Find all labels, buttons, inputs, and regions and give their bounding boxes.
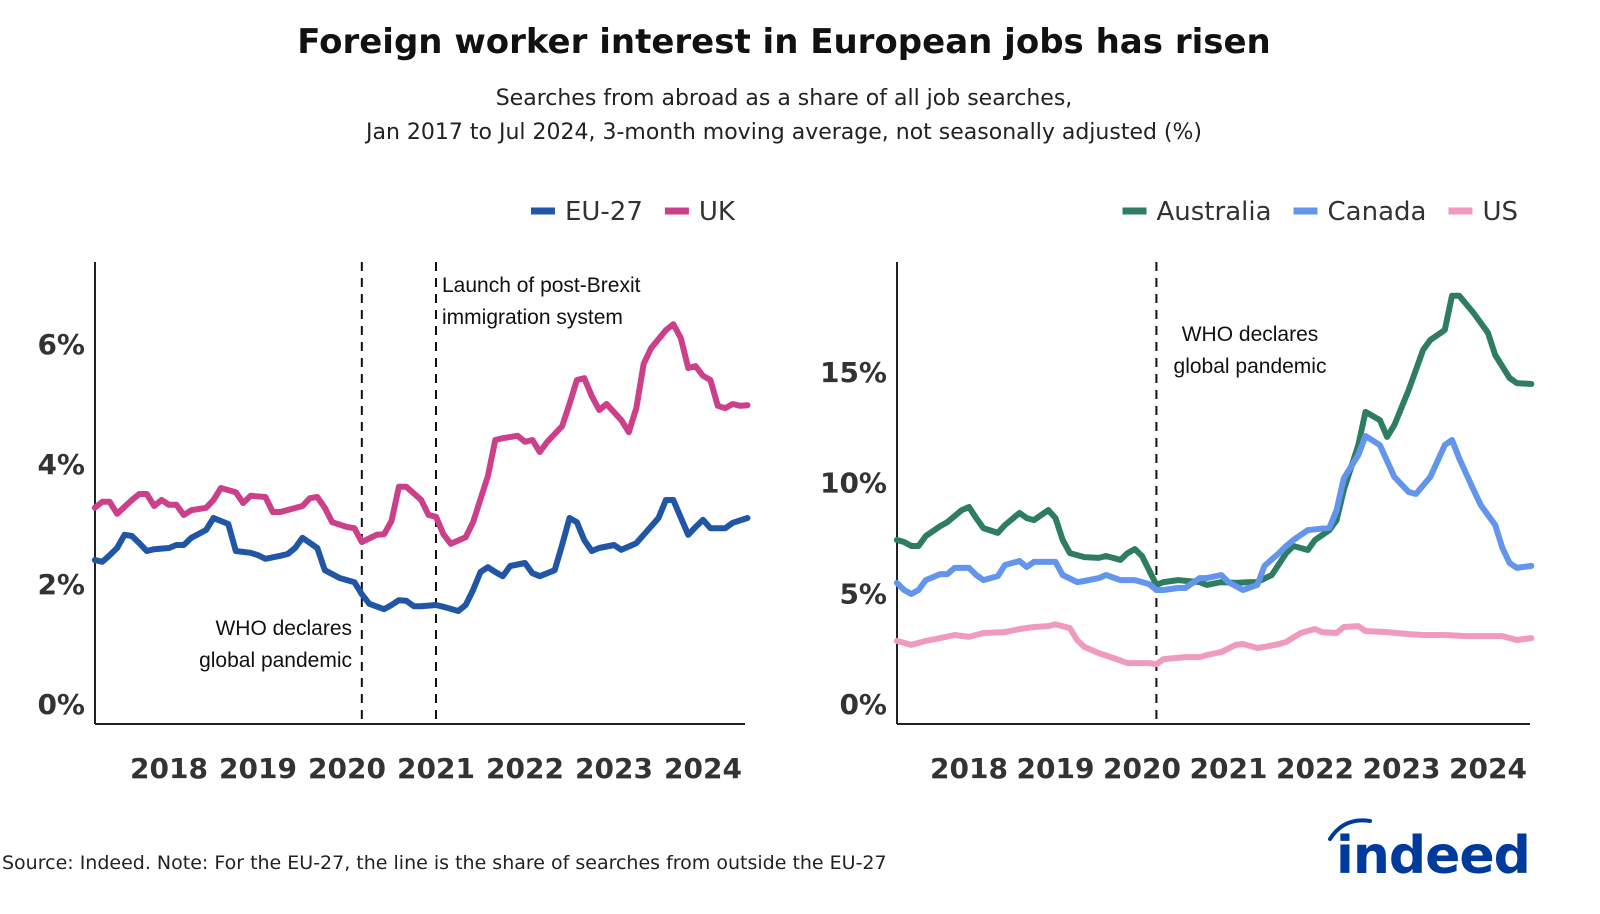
y-tick-label: 0% xyxy=(839,688,887,721)
chart-title: Foreign worker interest in European jobs… xyxy=(297,22,1271,62)
x-tick-label: 2024 xyxy=(1449,752,1527,785)
annotation-text: global pandemic xyxy=(1174,355,1327,378)
x-tick-label: 2020 xyxy=(1103,752,1181,785)
series-line-uk xyxy=(91,321,751,547)
x-tick-label: 2023 xyxy=(575,752,653,785)
annotation-text: global pandemic xyxy=(199,649,352,672)
y-tick-label: 5% xyxy=(839,577,887,610)
indeed-logo: indeed xyxy=(1328,818,1531,885)
legend-label: EU-27 xyxy=(565,197,643,227)
x-tick-label: 2019 xyxy=(1017,752,1095,785)
y-tick-label: 15% xyxy=(820,356,887,389)
x-tick-label: 2022 xyxy=(486,752,564,785)
legend-label: US xyxy=(1482,197,1518,227)
x-tick-label: 2018 xyxy=(930,752,1008,785)
series-line-australia xyxy=(893,292,1535,588)
x-tick-label: 2019 xyxy=(219,752,297,785)
legend-label: Canada xyxy=(1328,197,1427,227)
annotation-text: WHO declares xyxy=(1182,323,1319,346)
legend: EU-27 UK xyxy=(530,197,736,227)
y-tick-label: 10% xyxy=(820,467,887,500)
chart-subtitle-line2: Jan 2017 to Jul 2024, 3-month moving ave… xyxy=(365,120,1203,145)
x-tick-label: 2024 xyxy=(664,752,742,785)
series-line-canada xyxy=(893,433,1535,597)
annotation-text: WHO declares xyxy=(215,617,352,640)
series-line-eu-27 xyxy=(91,497,751,614)
legend-item: Canada xyxy=(1293,197,1427,227)
x-tick-label: 2018 xyxy=(130,752,208,785)
source-note: Source: Indeed. Note: For the EU-27, the… xyxy=(2,852,887,874)
chart-panel-other-countries: 0% 5% 10% 15% 2018 2019 2020 2021 2022 2023 2024 WH… xyxy=(820,197,1535,785)
legend: Australia Canada US xyxy=(1122,197,1518,227)
legend-item: Australia xyxy=(1122,197,1272,227)
y-tick-label: 6% xyxy=(37,328,85,361)
legend-item: US xyxy=(1448,197,1518,227)
annotation-text: immigration system xyxy=(442,306,623,329)
x-tick-label: 2023 xyxy=(1363,752,1441,785)
y-tick-label: 0% xyxy=(37,688,85,721)
x-tick-label: 2021 xyxy=(397,752,475,785)
legend-item: UK xyxy=(664,197,736,227)
y-tick-label: 4% xyxy=(37,448,85,481)
y-tick-label: 2% xyxy=(37,568,85,601)
legend-label: Australia xyxy=(1157,197,1272,227)
x-tick-label: 2020 xyxy=(308,752,386,785)
legend-label: UK xyxy=(699,197,736,227)
chart-subtitle-line1: Searches from abroad as a share of all j… xyxy=(495,86,1073,111)
logo-arc-icon xyxy=(1328,818,1372,841)
chart-panel-europe: 0% 2% 4% 6% 2018 2019 2020 2021 2022 2023 2024 WHO … xyxy=(37,197,751,785)
x-tick-label: 2022 xyxy=(1276,752,1354,785)
annotation-text: Launch of post-Brexit xyxy=(442,274,641,297)
svg-text:indeed: indeed xyxy=(1336,826,1530,885)
legend-item: EU-27 xyxy=(530,197,643,227)
series-line-us xyxy=(893,621,1535,668)
x-tick-label: 2021 xyxy=(1190,752,1268,785)
